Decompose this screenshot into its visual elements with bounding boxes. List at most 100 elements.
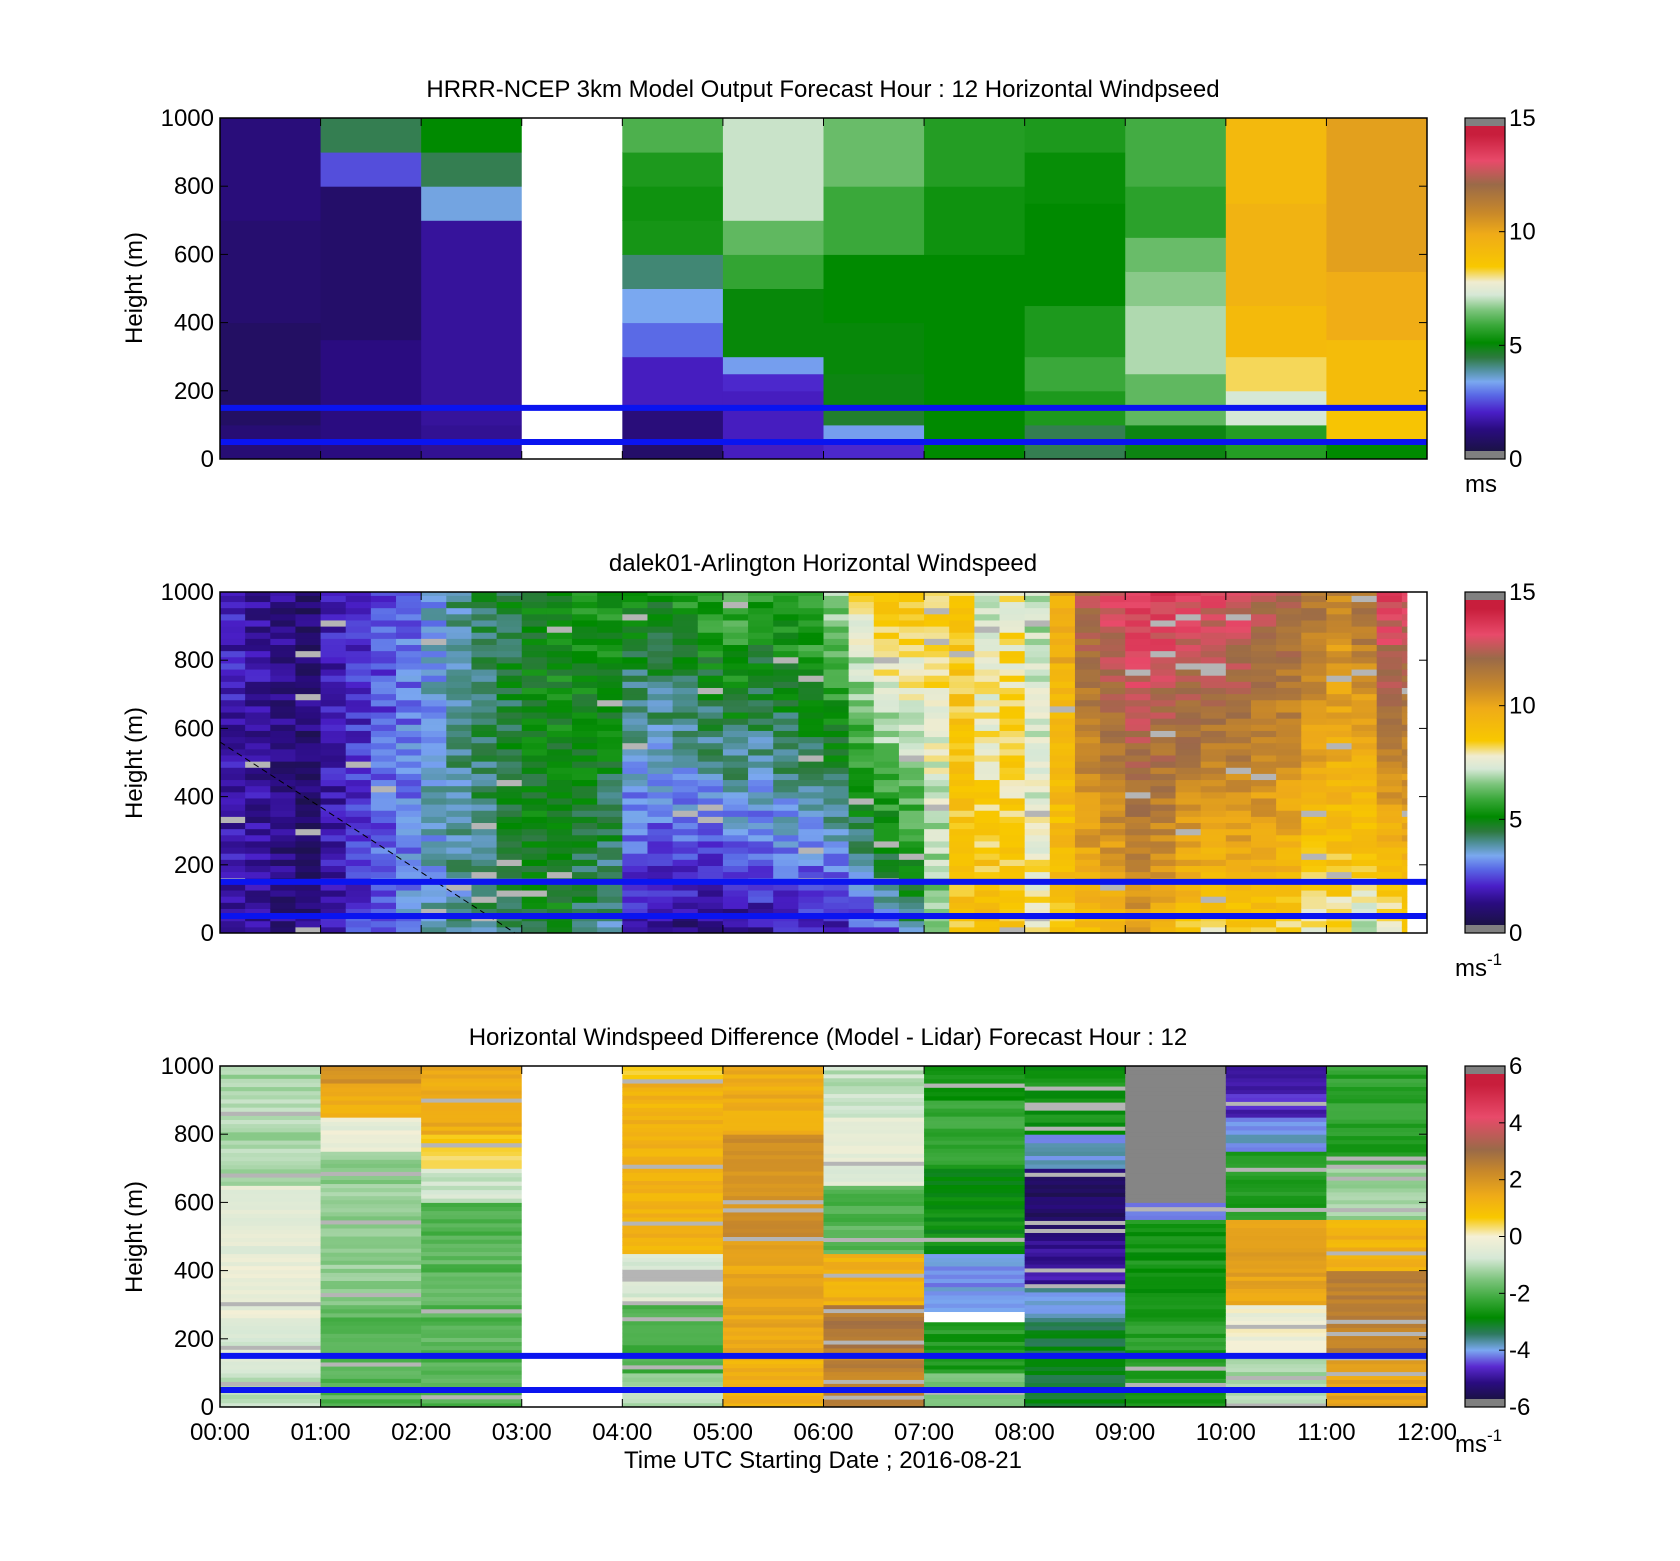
heatmap-cell	[320, 681, 347, 688]
heatmap-cell	[597, 926, 623, 933]
heatmap-cell	[1351, 926, 1378, 933]
heatmap-cell	[1276, 712, 1302, 719]
heatmap-cell	[496, 810, 523, 817]
heatmap-cell	[722, 1240, 824, 1246]
heatmap-cell	[471, 626, 498, 633]
heatmap-cell	[1326, 693, 1353, 701]
heatmap-cell	[622, 1115, 724, 1121]
heatmap-cell	[622, 1217, 724, 1222]
heatmap-cell	[949, 896, 975, 903]
heatmap-cell	[370, 595, 397, 603]
heatmap-cell	[396, 767, 422, 774]
heatmap-cell	[949, 699, 975, 707]
heatmap-cell	[1401, 908, 1408, 916]
heatmap-cell	[546, 607, 573, 615]
y-tick-label: 800	[174, 647, 214, 674]
heatmap-cell	[823, 1149, 925, 1154]
heatmap-cell	[697, 632, 724, 639]
heatmap-cell	[949, 810, 975, 817]
heatmap-cell	[1049, 669, 1076, 676]
heatmap-cell	[1326, 859, 1353, 866]
heatmap-cell	[245, 883, 271, 891]
heatmap-cell	[421, 853, 447, 860]
heatmap-cell	[1024, 816, 1051, 824]
heatmap-cell	[546, 926, 573, 933]
heatmap-cell	[697, 754, 724, 762]
heatmap-cell	[471, 662, 498, 670]
heatmap-cell	[1250, 601, 1277, 609]
heatmap-cell	[1074, 865, 1101, 873]
heatmap-cell	[1276, 662, 1302, 670]
heatmap-cell	[546, 816, 573, 824]
heatmap-cell	[1049, 871, 1076, 879]
heatmap-cell	[220, 1168, 322, 1174]
heatmap-cell	[1376, 638, 1403, 646]
heatmap-cell	[1326, 632, 1353, 639]
heatmap-cell	[873, 890, 900, 897]
heatmap-cell	[697, 920, 724, 928]
heatmap-cell	[370, 619, 397, 627]
heatmap-cell	[1125, 681, 1151, 688]
heatmap-cell	[521, 718, 548, 725]
heatmap-cell	[320, 626, 347, 633]
heatmap-cell	[949, 626, 975, 633]
heatmap-cell	[722, 1130, 824, 1135]
heatmap-cell	[521, 644, 548, 652]
heatmap-cell	[1175, 871, 1202, 879]
heatmap-cell	[521, 638, 548, 646]
heatmap-cell	[798, 779, 824, 787]
heatmap-cell	[471, 920, 498, 928]
heatmap-cell	[1250, 797, 1277, 805]
heatmap-cell	[999, 785, 1026, 793]
heatmap-cell	[924, 1311, 1026, 1316]
heatmap-cell	[1401, 638, 1408, 646]
heatmap-cell	[773, 705, 799, 713]
heatmap-cell	[446, 626, 472, 633]
panel-model: HRRR-NCEP 3km Model Output Forecast Hour…	[121, 76, 1536, 498]
heatmap-cell	[1225, 1199, 1327, 1204]
heatmap-cell	[1125, 1357, 1227, 1363]
heatmap-cell	[572, 816, 598, 824]
heatmap-cell	[1225, 1113, 1327, 1118]
heatmap-cell	[1024, 1321, 1126, 1327]
heatmap-cell	[345, 779, 372, 787]
heatmap-cell	[1074, 626, 1101, 633]
heatmap-cell	[722, 736, 749, 744]
heatmap-cell	[572, 853, 598, 860]
heatmap-cell	[1225, 828, 1252, 836]
heatmap-cell	[1049, 853, 1076, 860]
heatmap-cell	[622, 699, 648, 707]
heatmap-cell	[1225, 1073, 1327, 1079]
heatmap-cell	[1326, 1172, 1427, 1177]
heatmap-cell	[245, 644, 271, 652]
heatmap-cell	[521, 797, 548, 805]
heatmap-cell	[1125, 638, 1151, 646]
heatmap-cell	[1225, 712, 1252, 719]
heatmap-cell	[521, 613, 548, 621]
heatmap-cell	[722, 1403, 824, 1407]
heatmap-cell	[396, 687, 422, 695]
heatmap-cell	[1049, 675, 1076, 682]
heatmap-cell	[1100, 730, 1126, 738]
heatmap-cell	[471, 883, 498, 891]
heatmap-cell	[1225, 1215, 1327, 1220]
heatmap-cell	[597, 791, 623, 799]
heatmap-cell	[748, 761, 774, 768]
heatmap-cell	[521, 828, 548, 836]
heatmap-cell	[320, 1175, 422, 1181]
heatmap-cell	[521, 650, 548, 658]
heatmap-cell	[1150, 601, 1177, 609]
heatmap-cell	[924, 1265, 1026, 1271]
heatmap-cell	[546, 619, 573, 627]
heatmap-cell	[320, 1308, 422, 1314]
heatmap-cell	[421, 681, 447, 688]
heatmap-cell	[597, 761, 623, 768]
heatmap-cell	[1024, 607, 1051, 615]
heatmap-cell	[823, 1101, 925, 1106]
heatmap-cell	[421, 1222, 523, 1228]
heatmap-cell	[496, 632, 523, 639]
heatmap-cell	[1250, 890, 1277, 897]
heatmap-cell	[572, 748, 598, 756]
heatmap-cell	[647, 656, 674, 664]
heatmap-cell	[1074, 797, 1101, 805]
